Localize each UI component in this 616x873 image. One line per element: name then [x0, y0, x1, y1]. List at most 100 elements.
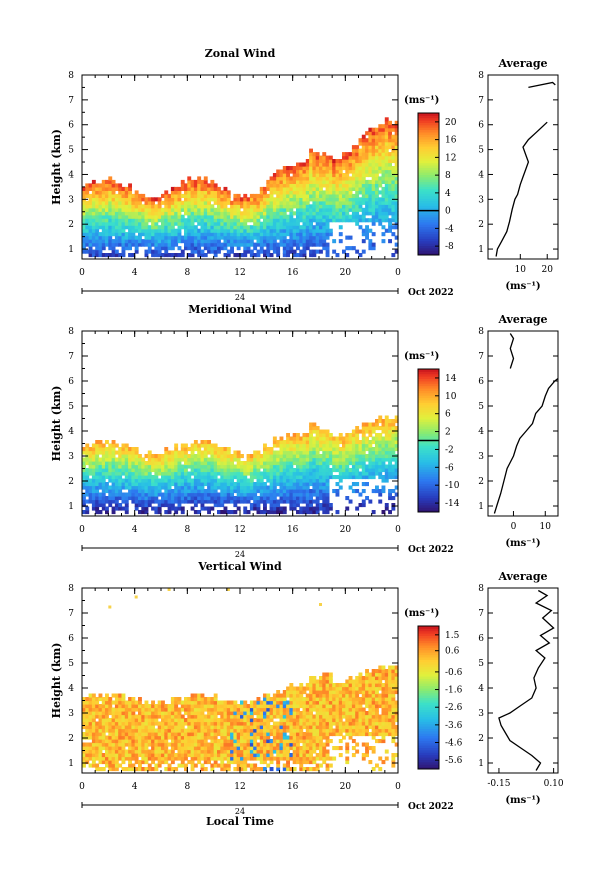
heatmap-cell	[226, 461, 231, 466]
heatmap-cell	[325, 228, 330, 233]
heatmap-cell	[302, 183, 307, 188]
heatmap-cell	[151, 506, 155, 511]
heatmap-cell	[345, 190, 350, 195]
heatmap-cell	[256, 475, 261, 480]
heatmap-cell	[144, 711, 149, 716]
heatmap-cell	[128, 197, 132, 202]
heatmap-cell	[161, 225, 165, 230]
heatmap-cell	[164, 447, 169, 452]
heatmap-cell	[345, 173, 350, 178]
heatmap-cell	[105, 464, 109, 469]
heatmap-cell	[98, 246, 103, 251]
heatmap-cell	[203, 443, 208, 448]
heatmap-cell	[272, 499, 277, 504]
heatmap-cell	[177, 492, 182, 497]
heatmap-cell	[259, 464, 264, 469]
heatmap-cell	[154, 454, 159, 459]
heatmap-cell	[134, 447, 139, 452]
heatmap-cell	[361, 186, 366, 191]
heatmap-cell	[193, 714, 198, 719]
heatmap-cell	[98, 704, 103, 709]
heatmap-cell	[108, 704, 113, 709]
heatmap-cell	[381, 155, 386, 160]
heatmap-cell	[98, 221, 103, 226]
heatmap-cell	[207, 186, 211, 191]
heatmap-cell	[249, 204, 254, 209]
heatmap-cell	[157, 253, 162, 258]
heatmap-cell	[151, 492, 155, 497]
colorbar-segment	[418, 252, 439, 256]
heatmap-cell	[197, 471, 202, 476]
heatmap-cell	[368, 211, 373, 216]
heatmap-cell	[114, 742, 119, 747]
heatmap-cell	[249, 454, 254, 459]
heatmap-cell	[279, 496, 284, 501]
heatmap-cell	[309, 221, 313, 226]
colorbar-segment	[418, 184, 439, 187]
heatmap-cell	[358, 443, 363, 448]
heatmap-cell	[213, 718, 218, 723]
heatmap-cell	[177, 200, 182, 205]
heatmap-cell	[134, 228, 139, 233]
heatmap-cell	[190, 697, 195, 702]
heatmap-cell	[328, 457, 333, 462]
heatmap-cell	[170, 732, 175, 737]
colorbar-segment	[418, 507, 439, 511]
heatmap-cell	[375, 433, 379, 438]
heatmap-cell	[305, 506, 310, 511]
heatmap-cell	[355, 152, 360, 157]
heatmap-cell	[388, 134, 392, 139]
heatmap-cell	[184, 756, 188, 761]
heatmap-cell	[358, 183, 363, 188]
heatmap-cell	[253, 492, 258, 497]
heatmap-cell	[266, 496, 271, 501]
colorbar-unit: (ms⁻¹)	[404, 351, 439, 362]
heatmap-cell	[141, 739, 146, 744]
heatmap-cell	[375, 485, 379, 490]
heatmap-cell	[302, 246, 307, 251]
heatmap-cell	[226, 454, 231, 459]
heatmap-cell	[378, 443, 383, 448]
heatmap-cell	[187, 461, 192, 466]
heatmap-cell	[180, 492, 185, 497]
heatmap-cell	[180, 760, 185, 765]
heatmap-cell	[111, 510, 116, 515]
heatmap-cell	[118, 693, 123, 698]
heatmap-cell	[164, 482, 169, 487]
heatmap-cell	[82, 246, 86, 251]
heatmap-cell	[141, 471, 146, 476]
heatmap-cell	[197, 746, 202, 751]
heatmap-cell	[147, 249, 152, 254]
heatmap-cell	[187, 193, 192, 198]
colorbar-segment	[418, 490, 439, 494]
heatmap-cell	[309, 152, 313, 157]
heatmap-cell	[319, 506, 323, 511]
heatmap-cell	[207, 725, 211, 730]
heatmap-cell	[240, 489, 244, 494]
heatmap-cell	[296, 475, 300, 480]
heatmap-cell	[82, 242, 86, 247]
heatmap-cell	[361, 159, 366, 164]
heatmap-cell	[177, 478, 182, 483]
heatmap-cell	[240, 468, 244, 473]
heatmap-cell	[276, 186, 281, 191]
heatmap-cell	[322, 450, 327, 455]
heatmap-cell	[167, 225, 172, 230]
heatmap-cell	[95, 763, 100, 768]
heatmap-cell	[305, 169, 310, 174]
heatmap-cell	[190, 211, 195, 216]
heatmap-cell	[154, 718, 159, 723]
colorbar-segment	[418, 169, 439, 173]
heatmap-cell	[282, 454, 287, 459]
heatmap-cell	[184, 464, 188, 469]
heatmap-cell	[309, 429, 313, 434]
x-tick-label: 4	[132, 268, 138, 278]
heatmap-cell	[144, 489, 149, 494]
heatmap-cell	[319, 159, 323, 164]
heatmap-cell	[299, 440, 304, 445]
heatmap-cell	[272, 246, 277, 251]
heatmap-cell	[226, 450, 231, 455]
heatmap-cell	[384, 214, 389, 219]
heatmap-cell	[249, 232, 254, 237]
heatmap-cell	[184, 700, 188, 705]
